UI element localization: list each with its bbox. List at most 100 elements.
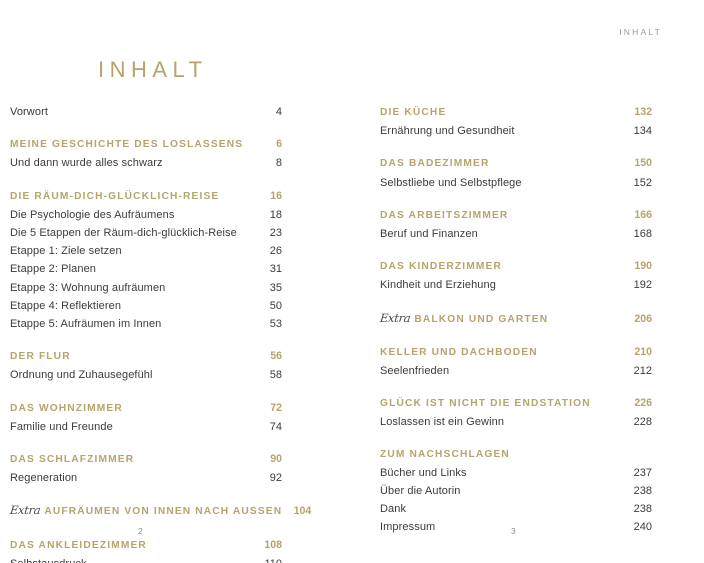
dot-leader xyxy=(451,118,628,119)
dot-leader xyxy=(553,325,628,326)
toc-row[interactable]: KELLER UND DACHBODEN 210 xyxy=(380,343,652,362)
toc-entry-label-loslassen-ist-ein-gewinn: Loslassen ist ein Gewinn xyxy=(380,416,505,429)
toc-row[interactable]: Regeneration 92 xyxy=(10,469,282,487)
toc-page-number: 192 xyxy=(633,279,652,292)
dot-leader xyxy=(248,150,258,151)
toc-entry-label-etappe-2-planen: Etappe 2: Planen xyxy=(10,263,97,276)
toc-entry-label-das-badezimmer: DAS BADEZIMMER xyxy=(380,158,490,170)
dot-leader xyxy=(127,256,258,257)
toc-spacer xyxy=(10,436,282,450)
toc-entry-label-der-flur: DER FLUR xyxy=(10,351,71,363)
toc-spacer xyxy=(380,380,652,394)
toc-page-number: 31 xyxy=(269,263,282,276)
toc-page-number: 168 xyxy=(633,228,652,241)
toc-entry-label-keller-und-dachboden: KELLER UND DACHBODEN xyxy=(380,346,538,358)
toc-row[interactable]: Etappe 1: Ziele setzen 26 xyxy=(10,242,282,260)
toc-page-number: 134 xyxy=(633,125,652,138)
toc-row[interactable]: DAS ANKLEIDEZIMMER 108 xyxy=(10,536,282,555)
toc-row[interactable]: Impressum 240 xyxy=(380,518,652,536)
toc-row[interactable]: Etappe 2: Planen 31 xyxy=(10,260,282,278)
toc-row[interactable]: Etappe 3: Wohnung aufräumen 35 xyxy=(10,279,282,297)
toc-entry-label-selbstausdruck: Selbstausdruck xyxy=(10,555,87,563)
toc-entry-label-das-arbeitszimmer: DAS ARBEITSZIMMER xyxy=(380,209,509,221)
toc-page-number: 228 xyxy=(633,416,652,429)
toc-page-number: 50 xyxy=(269,299,282,312)
toc-page-number: 226 xyxy=(634,397,652,410)
dot-leader xyxy=(128,414,258,415)
dot-leader xyxy=(472,478,628,479)
toc-entry-label-das-ankleidezimmer: DAS ANKLEIDEZIMMER xyxy=(10,539,147,551)
toc-row[interactable]: DAS BADEZIMMER 150 xyxy=(380,154,652,173)
dot-leader xyxy=(411,514,628,515)
toc-row[interactable]: Etappe 5: Aufräumen im Innen 53 xyxy=(10,315,282,333)
toc-row[interactable]: DAS SCHLAFZIMMER 90 xyxy=(10,450,282,469)
extra-badge: Extra xyxy=(379,310,412,325)
toc-row[interactable]: Seelenfrieden 212 xyxy=(380,362,652,380)
toc-entry-label-und-dann-wurde-alles-schwarz: Und dann wurde alles schwarz xyxy=(10,157,163,170)
toc-row[interactable]: Beruf und Finanzen 168 xyxy=(380,225,652,243)
toc-page-number: 206 xyxy=(634,312,652,325)
toc-row[interactable]: DAS KINDERZIMMER 190 xyxy=(380,257,652,276)
toc-spacer xyxy=(380,140,652,154)
toc-entry-label-ordnung-und-zuhausegefuehl: Ordnung und Zuhausegefühl xyxy=(10,369,153,382)
toc-spacer xyxy=(10,385,282,399)
toc-row[interactable]: DIE RÄUM-DICH-GLÜCKLICH-REISE 16 xyxy=(10,187,282,206)
toc-row[interactable]: DAS WOHNZIMMER 72 xyxy=(10,399,282,418)
toc-entry-label-die-psychologie-des-aufraeumens: Die Psychologie des Aufräumens xyxy=(10,208,175,221)
toc-page-number: 18 xyxy=(269,208,282,221)
dot-leader xyxy=(454,376,628,377)
toc-page-number: 92 xyxy=(269,472,282,485)
toc-entry-label-aufraeumen-von-innen-nach-aussen: AUFRÄUMEN VON INNEN NACH AUSSEN xyxy=(44,506,283,518)
toc-entry-label-glueck-ist-nicht-die-endstation: GLÜCK IST NICHT DIE ENDSTATION xyxy=(380,398,591,410)
toc-row[interactable]: Etappe 4: Reflektieren 50 xyxy=(10,297,282,315)
toc-row[interactable]: Und dann wurde alles schwarz 8 xyxy=(10,154,282,172)
dot-leader xyxy=(520,136,629,137)
toc-row[interactable]: DER FLUR 56 xyxy=(10,347,282,366)
toc-row[interactable]: Ernährung und Gesundheit 134 xyxy=(380,122,652,140)
toc-entry-label-die-kueche: DIE KÜCHE xyxy=(380,107,447,118)
toc-row[interactable]: Vorwort 4 xyxy=(10,103,282,121)
dot-leader xyxy=(168,169,258,170)
toc-row[interactable]: Extra AUFRÄUMEN VON INNEN NACH AUSSEN 104 xyxy=(9,501,311,521)
toc-row[interactable]: DIE KÜCHE 132 xyxy=(380,103,652,122)
toc-row[interactable]: Familie und Freunde 74 xyxy=(10,418,282,436)
toc-row[interactable]: Selbstliebe und Selbstpflege 152 xyxy=(380,174,652,192)
toc-column-left: Vorwort 4 MEINE GESCHICHTE DES LOSLASSENS 6… xyxy=(9,103,311,563)
dot-leader xyxy=(596,409,628,410)
dot-leader xyxy=(152,551,258,552)
dot-leader xyxy=(82,483,258,484)
folio-right: 3 xyxy=(511,526,516,536)
toc-entry-label-ueber-die-autorin: Über die Autorin xyxy=(380,485,461,498)
toc-row[interactable]: Die Psychologie des Aufräumens 18 xyxy=(10,206,282,224)
toc-row[interactable]: MEINE GESCHICHTE DES LOSLASSENS 6 xyxy=(10,135,282,154)
dot-leader xyxy=(53,117,258,118)
toc-page-number: 23 xyxy=(269,227,282,240)
toc-row[interactable]: Ordnung und Zuhausegefühl 58 xyxy=(10,366,282,384)
toc-row[interactable]: Dank 238 xyxy=(380,500,652,518)
toc-page-number: 166 xyxy=(634,208,652,221)
toc-page-number: 212 xyxy=(633,365,652,378)
toc-row[interactable]: ZUM NACHSCHLAGEN xyxy=(380,446,652,464)
toc-row[interactable]: Bücher und Links 237 xyxy=(380,464,652,482)
toc-page-number: 132 xyxy=(634,106,652,118)
toc-page-number: 4 xyxy=(275,106,282,118)
toc-entry-label-die-5-etappen-der-raeum-dich-gluecklich-reise: Die 5 Etappen der Räum-dich-glücklich-Re… xyxy=(10,227,237,240)
toc-row[interactable]: Loslassen ist ein Gewinn 228 xyxy=(380,413,652,431)
toc-row[interactable]: DAS ARBEITSZIMMER 166 xyxy=(380,206,652,225)
dot-leader xyxy=(509,428,628,429)
folio-left: 2 xyxy=(138,526,143,536)
toc-page-number: 90 xyxy=(270,453,282,466)
toc-page-number: 72 xyxy=(270,401,282,414)
toc-page-number: 152 xyxy=(633,176,652,189)
toc-row[interactable]: Über die Autorin 238 xyxy=(380,482,652,500)
dot-leader xyxy=(76,362,258,363)
toc-row[interactable]: GLÜCK IST NICHT DIE ENDSTATION 226 xyxy=(380,394,652,413)
toc-row[interactable]: Selbstausdruck 110 xyxy=(10,555,282,563)
toc-page-number: 8 xyxy=(275,157,282,170)
toc-row[interactable]: Kindheit und Erziehung 192 xyxy=(380,276,652,294)
dot-leader xyxy=(483,239,628,240)
toc-page-number: 56 xyxy=(270,350,282,363)
toc-row[interactable]: Die 5 Etappen der Räum-dich-glücklich-Re… xyxy=(10,224,282,242)
